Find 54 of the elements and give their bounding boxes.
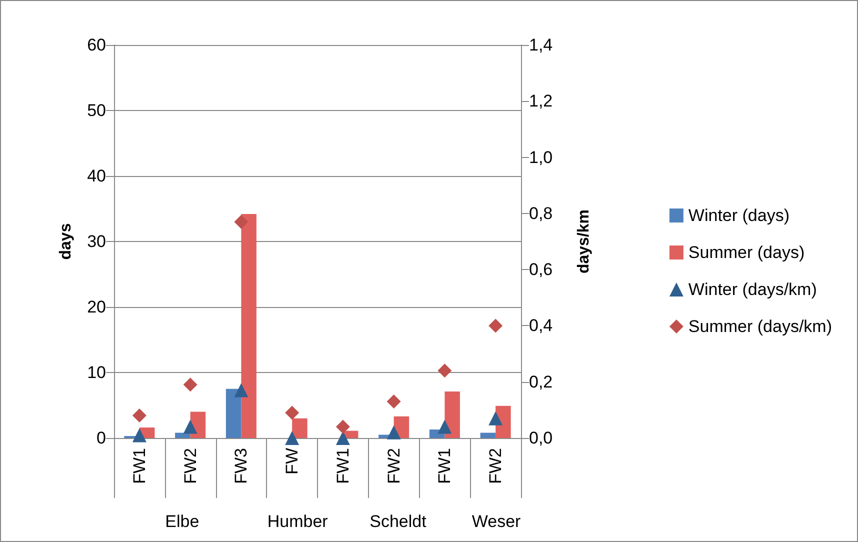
x-tick-label: FW1: [435, 448, 454, 484]
text: Scheldt: [370, 512, 427, 531]
x-tick-label: FW2: [384, 448, 404, 484]
y-axis-title: days: [58, 223, 74, 260]
legend-label: Summer (days/km): [688, 317, 832, 336]
point: [183, 420, 198, 434]
legend-label: Summer (days): [688, 243, 805, 262]
x-tick-label: FW1: [333, 448, 352, 484]
point: [336, 431, 350, 445]
y2-tick-label: 1,0: [529, 148, 553, 167]
x-tick-label: FW3: [232, 448, 251, 484]
x-tick-label: FW2: [180, 448, 200, 484]
x-tick-label: FW2: [486, 448, 506, 484]
bar: [292, 418, 308, 438]
text: Weser: [472, 512, 522, 531]
y2-tick-label: 0,2: [529, 372, 553, 392]
y2-tick-label: 1,4: [529, 36, 553, 54]
y-tick-label: 30: [87, 232, 106, 251]
point: [234, 214, 248, 229]
y-tick-label: 50: [87, 101, 106, 120]
point: [132, 428, 146, 442]
x-tick-label: FW: [282, 448, 302, 474]
point: [285, 406, 300, 420]
y-tick-label: 10: [87, 363, 106, 382]
y2-tick-label: 0,6: [529, 260, 553, 280]
point: [336, 420, 350, 434]
legend-label: Winter (days/km): [688, 280, 817, 299]
point: [234, 383, 248, 398]
text: Humber: [267, 512, 328, 531]
point: [132, 408, 146, 423]
y2-tick-label: 0,0: [529, 428, 553, 448]
point: [386, 394, 401, 409]
point: [438, 420, 452, 434]
y2-axis-title: days/km: [576, 209, 592, 274]
y-tick-label: 60: [87, 36, 106, 54]
point: [285, 431, 300, 445]
y2-tick-label: 1,2: [529, 92, 553, 111]
y-tick-label: 20: [87, 298, 106, 316]
legend-label: Winter (days): [688, 206, 790, 225]
y-tick-label: 0: [96, 428, 106, 448]
bar: [226, 388, 242, 438]
point: [488, 318, 503, 333]
y-tick-label: 40: [87, 166, 106, 186]
bar: [480, 432, 496, 438]
x-tick-label: FW1: [130, 448, 149, 484]
point: [183, 378, 198, 392]
y2-tick-label: 0,8: [529, 204, 553, 223]
bar: [241, 214, 256, 438]
point: [488, 411, 503, 426]
bar: [444, 391, 460, 438]
point: [438, 364, 452, 378]
point: [386, 425, 401, 440]
y2-tick-label: 0,4: [529, 316, 553, 336]
text: Elbe: [165, 512, 200, 531]
